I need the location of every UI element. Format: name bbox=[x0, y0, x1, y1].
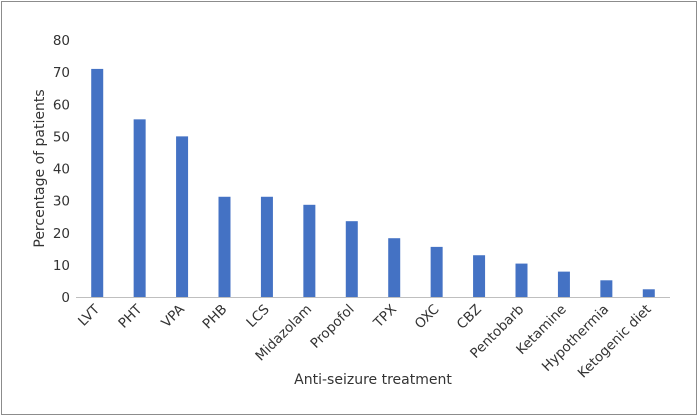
bar-pentobarb bbox=[515, 263, 528, 297]
bar-ketamine bbox=[557, 271, 570, 297]
y-tick-label: 60 bbox=[53, 97, 70, 113]
bar-ketogenic-diet bbox=[642, 289, 655, 297]
y-tick-label: 10 bbox=[53, 258, 70, 274]
x-tick-label: LVT bbox=[75, 301, 103, 329]
y-axis-title: Percentage of patients bbox=[32, 89, 48, 247]
bar-lcs bbox=[260, 196, 273, 297]
x-tick-label: PHB bbox=[200, 302, 231, 333]
y-tick-label: 20 bbox=[53, 226, 70, 242]
bar-pht bbox=[133, 119, 146, 297]
x-tick-label: Ketogenic diet bbox=[575, 302, 655, 382]
x-tick-label: TPX bbox=[370, 302, 400, 332]
bar-midazolam bbox=[303, 204, 316, 297]
x-tick-label: PHT bbox=[115, 301, 146, 332]
y-axis-ticks: 0 10 20 30 40 50 60 70 80 bbox=[53, 33, 70, 306]
x-tick-label: Propofol bbox=[307, 302, 357, 352]
bar-phb bbox=[218, 196, 231, 297]
y-tick-label: 40 bbox=[53, 162, 70, 178]
x-axis-title: Anti-seizure treatment bbox=[294, 372, 452, 388]
x-tick-label: OXC bbox=[412, 302, 443, 333]
x-tick-label: CBZ bbox=[454, 302, 485, 333]
y-tick-label: 50 bbox=[53, 129, 70, 145]
y-tick-label: 0 bbox=[61, 290, 70, 306]
bars bbox=[91, 68, 655, 297]
y-tick-label: 80 bbox=[53, 33, 70, 49]
x-tick-label: LCS bbox=[243, 302, 272, 331]
bar-tpx bbox=[388, 238, 401, 297]
y-tick-label: 30 bbox=[53, 194, 70, 210]
bar-propofol bbox=[345, 221, 358, 297]
bar-hypothermia bbox=[600, 280, 613, 297]
bar-lvt bbox=[91, 68, 104, 297]
bar-vpa bbox=[176, 136, 189, 297]
bar-oxc bbox=[430, 246, 443, 297]
bar-cbz bbox=[473, 255, 486, 297]
y-tick-label: 70 bbox=[53, 65, 70, 81]
x-tick-label: VPA bbox=[158, 301, 188, 331]
